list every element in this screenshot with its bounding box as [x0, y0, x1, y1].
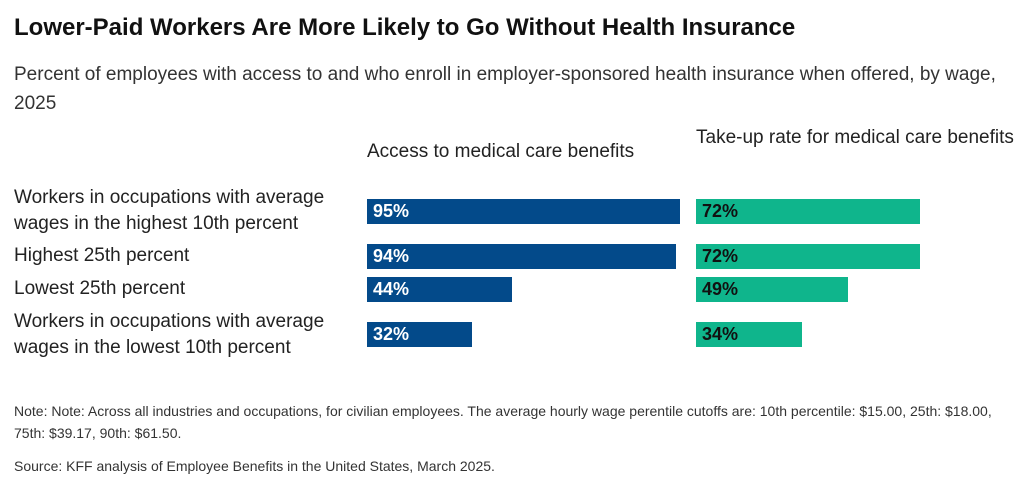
series-header: Access to medical care benefits — [367, 141, 635, 162]
category-label: Lowest 25th percent — [14, 278, 186, 299]
chart-title: Lower-Paid Workers Are More Likely to Go… — [14, 14, 796, 41]
chart-note: Note: Note: Across all industries and oc… — [14, 403, 992, 441]
category-label: Workers in occupations with average wage… — [14, 311, 325, 358]
bar — [367, 321, 472, 347]
bar — [696, 198, 920, 224]
data-label: 32% — [373, 323, 410, 344]
data-label: 44% — [373, 278, 410, 299]
data-label: 72% — [702, 200, 739, 221]
data-label: 72% — [702, 245, 739, 266]
bar — [367, 198, 680, 224]
bar — [696, 243, 920, 269]
bar — [367, 243, 676, 269]
data-label: 94% — [373, 245, 410, 266]
category-label: Workers in occupations with average wage… — [14, 187, 325, 234]
data-label: 34% — [702, 323, 739, 344]
data-label: 49% — [702, 278, 739, 299]
chart-source: Source: KFF analysis of Employee Benefit… — [14, 458, 495, 474]
bar — [696, 276, 848, 302]
bar — [696, 321, 802, 347]
bar — [367, 276, 512, 302]
data-label: 95% — [373, 200, 410, 221]
category-label: Highest 25th percent — [14, 245, 190, 266]
series-header: Take-up rate for medical care benefits — [696, 127, 1014, 148]
chart-subtitle: Percent of employees with access to and … — [14, 64, 996, 114]
